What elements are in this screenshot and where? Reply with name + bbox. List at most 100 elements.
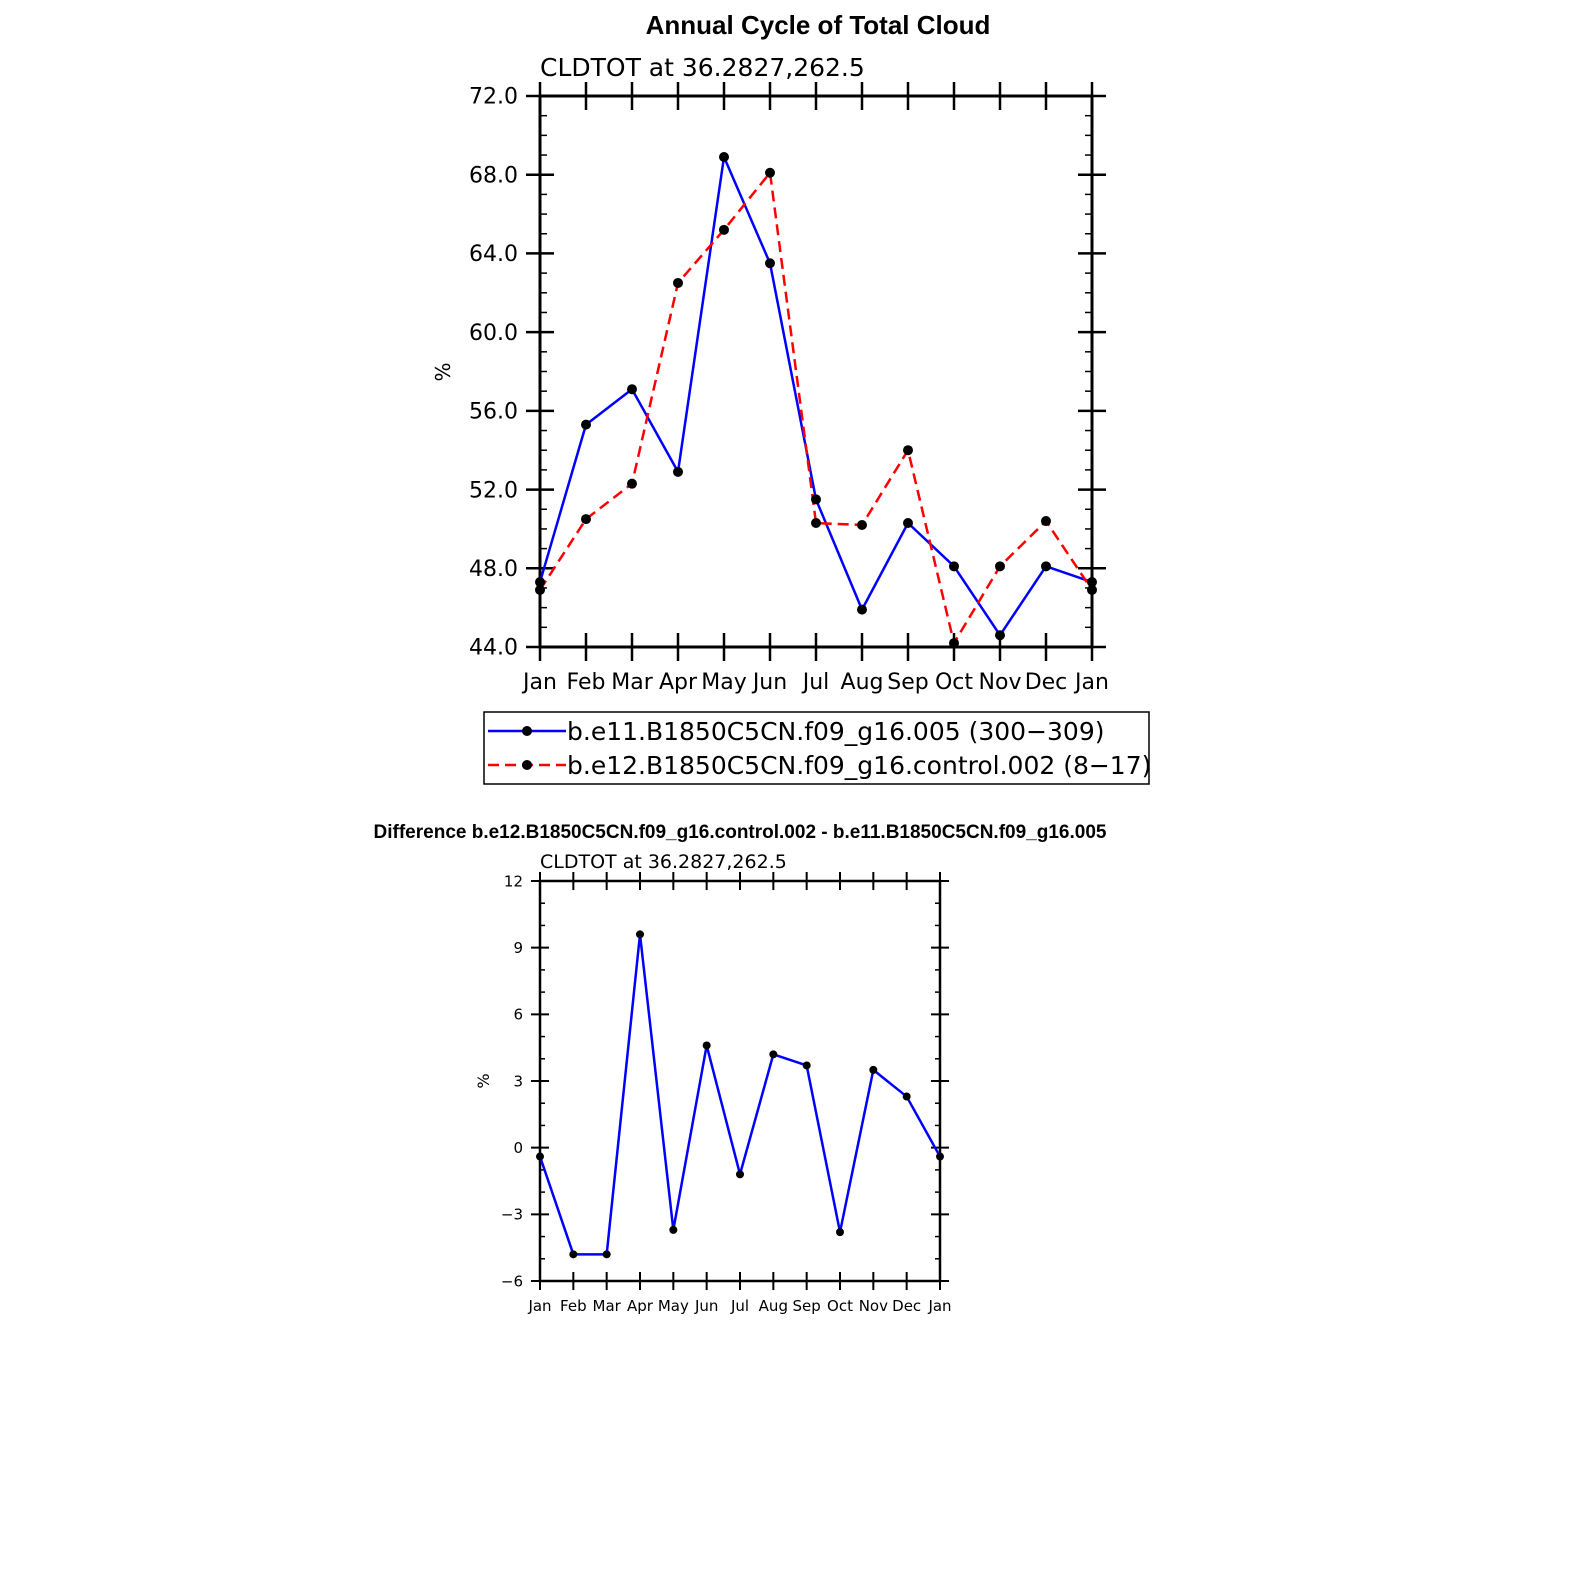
plot-frame bbox=[538, 94, 1094, 649]
y-tick-label: 9 bbox=[513, 939, 523, 957]
legend-marker-series-1 bbox=[522, 726, 532, 736]
annual-cycle-chart: Annual Cycle of Total Cloud CLDTOT at 36… bbox=[431, 10, 1151, 785]
x-tick-label: May bbox=[658, 1297, 689, 1315]
x-tick-label: Dec bbox=[892, 1297, 921, 1315]
series-2-point bbox=[581, 514, 591, 525]
y-tick-label: 56.0 bbox=[469, 400, 518, 425]
series-1-point bbox=[535, 577, 545, 588]
difference-axis-ticks bbox=[531, 872, 949, 1290]
series-1-point bbox=[569, 1250, 578, 1259]
x-tick-label: Oct bbox=[827, 1297, 853, 1315]
x-tick-label: Oct bbox=[935, 670, 973, 695]
series-1-point bbox=[1087, 577, 1097, 588]
y-tick-label: 0 bbox=[513, 1139, 523, 1157]
series-1-point bbox=[936, 1152, 944, 1161]
y-tick-label: 60.0 bbox=[469, 321, 518, 346]
y-tick-label: 72.0 bbox=[469, 85, 518, 110]
series-line-1 bbox=[538, 155, 1093, 637]
series-1-point bbox=[702, 1041, 711, 1050]
x-tick-label: Jun bbox=[694, 1297, 718, 1315]
difference-x-tick-labels: Jan Feb Mar Apr May Jun Jul Aug Sep Oct Nov Dec Jan bbox=[527, 1297, 951, 1315]
series-2-point bbox=[857, 519, 867, 530]
x-tick-label: Jan bbox=[521, 670, 557, 695]
series-2-point bbox=[535, 584, 545, 595]
y-tick-label: 3 bbox=[513, 1072, 523, 1090]
series-2-point bbox=[719, 224, 729, 235]
legend-label-series-1: b.e11.B1850C5CN.f09_g16.005 (300−309) bbox=[567, 717, 1105, 746]
x-tick-label: Jan bbox=[527, 1297, 551, 1315]
series-1-point bbox=[836, 1228, 844, 1237]
series-group bbox=[535, 152, 1097, 649]
series-1-point bbox=[1041, 561, 1051, 572]
x-tick-label: Sep bbox=[887, 670, 928, 695]
y-tick-label: −6 bbox=[501, 1272, 523, 1290]
legend-box bbox=[483, 711, 1150, 785]
y-tick-label: 6 bbox=[513, 1006, 523, 1024]
series-1-point bbox=[903, 518, 913, 529]
series-2-point bbox=[995, 561, 1005, 572]
x-tick-label: Aug bbox=[841, 670, 884, 695]
y-tick-label: 52.0 bbox=[469, 478, 518, 503]
series-1-point bbox=[811, 494, 821, 505]
x-tick-label: Mar bbox=[593, 1297, 622, 1315]
x-tick-label: Aug bbox=[759, 1297, 788, 1315]
difference-chart: Difference b.e12.B1850C5CN.f09_g16.contr… bbox=[374, 822, 1107, 1315]
series-2-point bbox=[949, 638, 959, 649]
series-1-point bbox=[769, 1050, 778, 1059]
legend-marker-series-2 bbox=[522, 760, 532, 770]
x-tick-labels: Jan Feb Mar Apr May Jun Jul Aug Sep Oct Nov Dec Jan bbox=[521, 670, 1109, 695]
difference-y-axis-label: % bbox=[474, 1073, 493, 1088]
series-1-point bbox=[802, 1061, 811, 1070]
x-tick-label: Feb bbox=[560, 1297, 587, 1315]
series-1-point bbox=[869, 1065, 878, 1074]
series-1-point bbox=[669, 1225, 678, 1234]
y-axis-label: % bbox=[431, 362, 455, 381]
x-tick-label: Nov bbox=[979, 670, 1022, 695]
series-1-point bbox=[581, 419, 591, 430]
series-1-point bbox=[995, 630, 1005, 641]
x-tick-label: Sep bbox=[793, 1297, 821, 1315]
chart-title: Annual Cycle of Total Cloud bbox=[646, 10, 991, 40]
x-tick-label: Jul bbox=[730, 1297, 749, 1315]
x-tick-label: Feb bbox=[567, 670, 606, 695]
x-tick-label: Dec bbox=[1025, 670, 1068, 695]
y-tick-label: 64.0 bbox=[469, 242, 518, 267]
series-2-point bbox=[1041, 516, 1051, 527]
difference-chart-subtitle: CLDTOT at 36.2827,262.5 bbox=[540, 851, 787, 873]
series-line-1 bbox=[538, 933, 942, 1256]
x-tick-label: Jun bbox=[751, 670, 787, 695]
x-tick-label: Jan bbox=[1073, 670, 1109, 695]
series-1-point bbox=[536, 1152, 544, 1161]
difference-chart-title: Difference b.e12.B1850C5CN.f09_g16.contr… bbox=[374, 822, 1107, 843]
x-tick-label: Mar bbox=[611, 670, 653, 695]
series-1-point bbox=[627, 384, 637, 395]
series-1-point bbox=[719, 152, 729, 163]
series-1-point bbox=[636, 930, 644, 939]
series-2-point bbox=[811, 518, 821, 529]
series-1-point bbox=[949, 561, 959, 572]
series-2-point bbox=[765, 167, 775, 178]
x-tick-label: Apr bbox=[659, 670, 698, 695]
y-tick-label: −3 bbox=[501, 1206, 523, 1224]
legend-label-series-2: b.e12.B1850C5CN.f09_g16.control.002 (8−1… bbox=[567, 751, 1151, 780]
series-1-point bbox=[736, 1170, 744, 1179]
x-tick-label: May bbox=[701, 670, 746, 695]
series-2-point bbox=[673, 277, 683, 288]
axis-ticks bbox=[526, 82, 1106, 661]
chart-subtitle: CLDTOT at 36.2827,262.5 bbox=[540, 53, 865, 82]
series-2-point bbox=[627, 478, 637, 489]
difference-y-tick-labels: −6 −3 0 3 6 9 12 bbox=[501, 872, 523, 1290]
difference-series-group bbox=[536, 930, 944, 1259]
series-2-point bbox=[1087, 584, 1097, 595]
y-tick-labels: 44.0 48.0 52.0 56.0 60.0 64.0 68.0 72.0 bbox=[469, 85, 518, 661]
y-tick-label: 12 bbox=[504, 872, 523, 890]
x-tick-label: Nov bbox=[859, 1297, 888, 1315]
series-2-point bbox=[903, 445, 913, 456]
y-tick-label: 44.0 bbox=[469, 636, 518, 661]
series-1-point bbox=[602, 1250, 611, 1259]
difference-plot-frame bbox=[538, 879, 942, 1283]
y-tick-label: 48.0 bbox=[469, 557, 518, 582]
x-tick-label: Jan bbox=[927, 1297, 951, 1315]
y-tick-label: 68.0 bbox=[469, 163, 518, 188]
